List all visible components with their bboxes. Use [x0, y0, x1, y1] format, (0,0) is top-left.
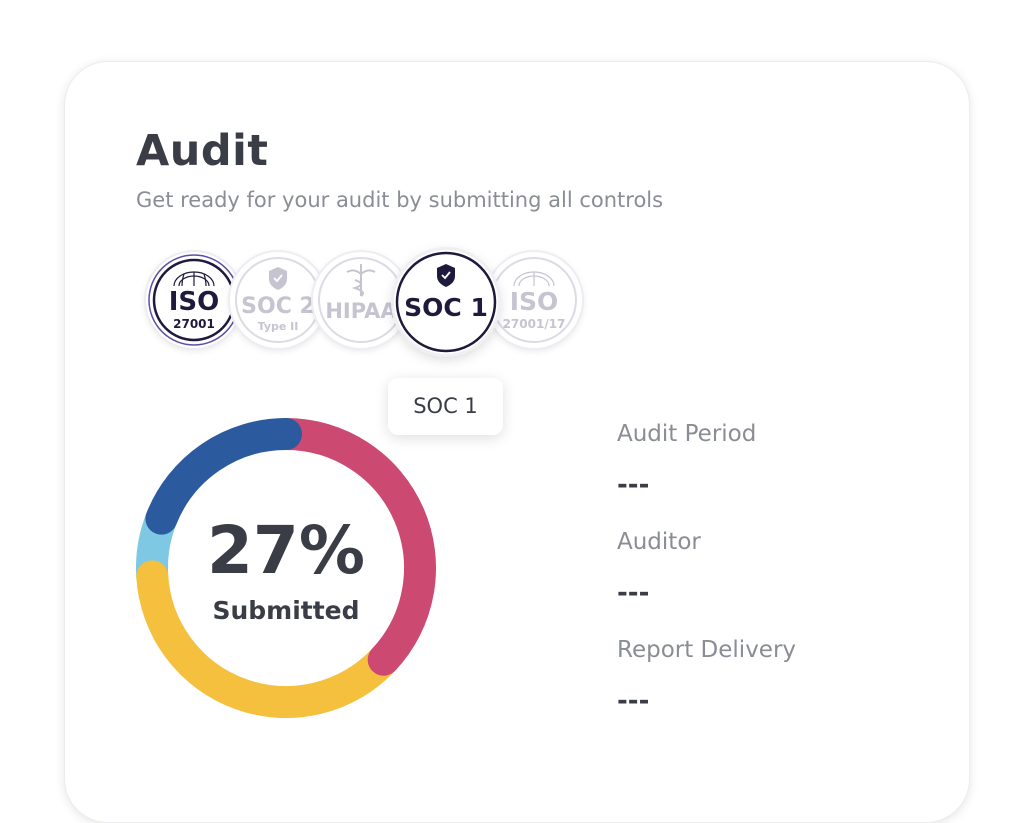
page-subtitle: Get ready for your audit by submitting a… [136, 188, 664, 212]
badge-main-text: HIPAA [325, 299, 397, 323]
badge-sub-text: 27001 [173, 317, 215, 331]
badge-main-text: SOC 2 [241, 294, 315, 319]
donut-segment-blue [145, 418, 302, 535]
audit-period-value: --- [617, 470, 650, 500]
donut-segment-yellow [136, 560, 400, 718]
progress-status: Submitted [212, 596, 360, 625]
badge-main-text: ISO [169, 287, 220, 317]
tooltip: SOC 1 [388, 378, 503, 435]
caduceus-icon [346, 264, 376, 297]
donut-segment-red [270, 418, 436, 676]
tooltip-arrow [437, 368, 457, 378]
badge-iso-27001-17[interactable]: ISO 27001/17 [486, 252, 582, 348]
progress-donut [136, 418, 436, 718]
badge-main-text: ISO [510, 287, 559, 316]
badge-sub-text: 27001/17 [503, 317, 566, 331]
badge-main-text: SOC 1 [404, 293, 488, 322]
auditor-value: --- [617, 578, 650, 608]
badge-soc2-type-ii[interactable]: SOC 2 Type II [230, 252, 326, 348]
audit-period-label: Audit Period [617, 421, 757, 447]
badge-soc1[interactable]: SOC 1 [394, 250, 498, 354]
page-title: Audit [136, 126, 269, 176]
auditor-label: Auditor [617, 529, 701, 555]
badge-sub-text: Type II [258, 320, 299, 333]
report-delivery-label: Report Delivery [617, 637, 797, 663]
badge-iso-27001[interactable]: ISO 27001 [146, 252, 242, 348]
progress-percent: 27% [207, 512, 365, 589]
badge-hipaa[interactable]: HIPAA [313, 252, 409, 348]
report-delivery-value: --- [617, 686, 650, 716]
